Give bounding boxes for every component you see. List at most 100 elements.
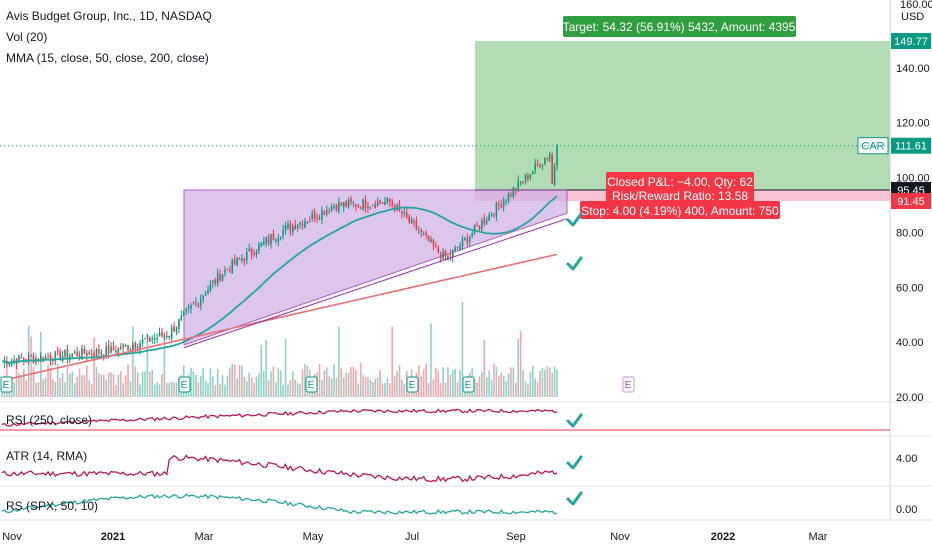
volume-bar (76, 376, 78, 397)
volume-bar (422, 369, 425, 397)
candle-body (265, 237, 267, 244)
candle-body (163, 335, 166, 338)
candle-body (548, 154, 551, 160)
volume-bar (279, 370, 282, 397)
candle-body (466, 238, 469, 243)
volume-bar (396, 371, 398, 397)
volume-bar (284, 338, 287, 397)
candle-body (330, 206, 333, 212)
rs-line (1, 493, 558, 515)
checkmark-icon (566, 413, 583, 428)
checkmark-icon (566, 455, 583, 470)
volume-bar (190, 367, 192, 397)
volume-bar (340, 368, 343, 397)
volume-bar (146, 338, 149, 397)
volume-bar (376, 377, 379, 397)
candle-body (95, 349, 98, 357)
volume-bar (258, 373, 260, 397)
candle-body (500, 205, 503, 208)
volume-bar (490, 380, 493, 397)
candle-body (345, 201, 347, 207)
candle-body (216, 272, 219, 284)
candle-body (289, 223, 292, 231)
candle-body (514, 188, 517, 190)
volume-bar (49, 367, 52, 397)
volume-bar (224, 384, 226, 397)
time-axis-label: May (303, 531, 324, 543)
volume-bar (488, 370, 490, 397)
target-label: Target: 54.32 (56.91%) 5432, Amount: 439… (563, 20, 796, 34)
candle-body (30, 355, 32, 357)
volume-bar (548, 367, 551, 397)
volume-bar (388, 383, 391, 397)
candle-body (255, 252, 258, 255)
candle-body (359, 206, 362, 209)
candle-body (362, 199, 364, 210)
mma-legend[interactable]: MMA (15, close, 50, close, 200, close) (6, 51, 209, 65)
volume-bar (98, 373, 100, 397)
price-axis-area (890, 0, 932, 550)
volume-bar (510, 367, 512, 397)
time-axis-label: Mar (809, 531, 828, 543)
volume-bar (204, 380, 207, 397)
volume-bar (553, 366, 556, 397)
candle-body (236, 257, 238, 266)
volume-bar (420, 376, 423, 397)
volume-bar (214, 384, 217, 397)
candle-body (207, 290, 209, 294)
volume-bar (292, 371, 294, 397)
volume-bar (95, 367, 98, 397)
volume-bar (195, 374, 197, 397)
candle-body (459, 245, 461, 250)
volume-bar (78, 368, 81, 397)
volume-bar (168, 383, 171, 397)
candle-body (306, 221, 309, 223)
atr-legend[interactable]: ATR (14, RMA) (6, 449, 88, 463)
price-tick-label-cut: 160.00 (900, 0, 932, 11)
candle-body (541, 164, 544, 166)
candle-body (185, 309, 187, 311)
volume-bar (524, 380, 527, 397)
atr-line (1, 454, 558, 483)
volume-bar (260, 344, 263, 397)
volume-bar (117, 374, 120, 397)
candle-body (432, 239, 435, 246)
candle-body (388, 198, 391, 202)
candle-body (44, 356, 47, 360)
candle-body (279, 237, 282, 239)
volume-bar (335, 378, 338, 397)
candle-body (187, 307, 190, 309)
earnings-marker-label: E (465, 380, 472, 391)
volume-bar (355, 369, 357, 397)
candle-body (83, 349, 86, 354)
volume-bar (226, 375, 229, 397)
candle-body (258, 244, 260, 252)
volume-legend[interactable]: Vol (20) (6, 30, 48, 44)
candle-body (483, 218, 486, 224)
rsi-legend[interactable]: RSI (250, close) (6, 413, 93, 427)
rs-legend[interactable]: RS (SPX, 50, 10) (6, 499, 99, 513)
closed-pnl-label: Closed P&L: −4.00, Qty: 62 (607, 175, 753, 189)
volume-bar (267, 379, 270, 397)
volume-bar (115, 384, 117, 397)
candle-body (221, 274, 224, 281)
volume-bar (71, 371, 74, 397)
volume-bar (241, 365, 243, 397)
volume-bar (233, 364, 236, 397)
candle-body (8, 363, 11, 365)
time-axis-label: 2021 (101, 531, 125, 543)
volume-bar (551, 372, 553, 397)
closed-pnl-box (606, 172, 754, 204)
volume-bar (262, 371, 265, 397)
volume-bar (357, 384, 360, 397)
candle-body (308, 219, 311, 221)
candle-body (90, 353, 93, 355)
volume-bar (282, 384, 284, 397)
candle-body (398, 203, 401, 210)
checkmark-icon (566, 212, 583, 227)
volume-bar (209, 368, 212, 397)
volume-bar (347, 372, 350, 397)
chart-title-legend[interactable]: Avis Budget Group, Inc., 1D, NASDAQ (6, 9, 212, 23)
